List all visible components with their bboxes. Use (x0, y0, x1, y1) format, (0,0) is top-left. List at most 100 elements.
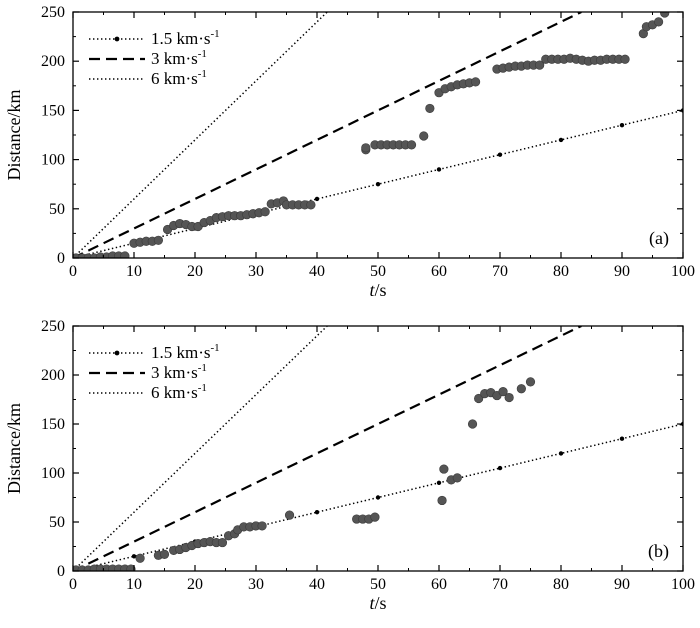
x-axis-title-unit: /s (375, 280, 387, 300)
data-series (73, 377, 536, 571)
data-point (660, 12, 670, 18)
reference-marker (375, 495, 381, 500)
y-tick-label: 200 (41, 367, 65, 384)
data-point (439, 464, 449, 474)
x-tick-label: 40 (309, 576, 325, 593)
data-point (419, 131, 429, 141)
data-point (474, 393, 484, 404)
y-tick-label: 250 (41, 318, 65, 335)
y-axis-title: Distance/km (4, 90, 24, 181)
x-tick-label: 50 (370, 576, 386, 593)
legend-label: 1.5 km·s-1 (151, 28, 220, 48)
data-point (498, 387, 508, 397)
data-point (452, 473, 462, 483)
reference-marker (497, 152, 503, 157)
x-tick-label: 90 (614, 263, 630, 280)
panel-b: 0 10 20 30 40 50 60 70 80 90 100 0 50 100 150 200 250 t/s… (4, 318, 695, 613)
legend-label: 6 km·s-1 (151, 382, 207, 402)
panel-label: (a) (649, 228, 669, 249)
legend-label-text: 1.5 km·s (151, 343, 211, 362)
data-point (370, 512, 380, 522)
data-point (284, 510, 295, 520)
y-tick-label: 200 (41, 53, 65, 70)
data-point (120, 251, 130, 258)
legend-label-sup: -1 (198, 48, 207, 60)
reference-marker (619, 122, 625, 128)
data-point (504, 392, 514, 403)
x-tick-label: 30 (248, 263, 264, 280)
y-tick-label: 100 (41, 152, 65, 169)
legend-label: 3 km·s-1 (151, 362, 207, 382)
x-tick-label: 0 (69, 263, 77, 280)
legend-label-text: 3 km·s (151, 49, 198, 68)
x-axis-title: t/s (369, 280, 386, 300)
panel-a: 0 10 20 30 40 50 60 70 80 90 100 0 50 100 150 200 250 t/s… (4, 4, 695, 300)
data-series (73, 12, 670, 258)
legend-label-sup: -1 (198, 362, 207, 374)
y-tick-label: 50 (49, 201, 65, 218)
data-point (361, 143, 371, 153)
x-axis-title-unit: /s (375, 593, 387, 613)
data-point (516, 384, 526, 394)
x-tick-label: 10 (126, 576, 142, 593)
reference-marker (436, 480, 442, 485)
data-point (406, 140, 417, 150)
data-point (620, 54, 630, 64)
legend-label-text: 6 km·s (151, 69, 198, 88)
x-tick-label: 20 (187, 263, 203, 280)
reference-marker (497, 465, 503, 471)
legend: 1.5 km·s-13 km·s-16 km·s-1 (89, 342, 220, 402)
legend-label-text: 6 km·s (151, 383, 198, 402)
x-axis-title-var: t (369, 593, 375, 613)
data-point (153, 235, 163, 245)
data-point (217, 537, 228, 548)
x-tick-label: 90 (614, 576, 630, 593)
x-tick-label: 100 (671, 263, 695, 280)
legend-label-sup: -1 (198, 68, 207, 80)
y-tick-label: 0 (57, 563, 65, 580)
x-tick-label: 30 (248, 576, 264, 593)
legend-label: 3 km·s-1 (151, 48, 207, 68)
x-axis-title-var: t (369, 280, 375, 300)
y-tick-label: 0 (57, 250, 65, 267)
x-tick-label: 80 (553, 263, 569, 280)
reference-marker (375, 182, 381, 187)
data-point (126, 564, 136, 571)
y-tick-label: 100 (41, 465, 65, 482)
x-axis-title: t/s (369, 593, 386, 613)
legend-label: 6 km·s-1 (151, 68, 207, 88)
reference-marker (558, 451, 564, 456)
legend-label-sup: -1 (211, 342, 220, 354)
reference-marker (558, 137, 564, 143)
data-point (471, 77, 481, 87)
x-tick-label: 60 (431, 263, 447, 280)
x-tick-label: 10 (126, 263, 142, 280)
data-point (653, 17, 664, 27)
reference-line (73, 109, 683, 258)
legend-label: 1.5 km·s-1 (151, 342, 220, 362)
y-tick-label: 250 (41, 4, 65, 21)
reference-line (73, 326, 328, 571)
x-tick-label: 100 (671, 576, 695, 593)
y-tick-label: 150 (41, 416, 65, 433)
reference-marker (131, 554, 137, 559)
x-tick-label: 60 (431, 576, 447, 593)
x-tick-label: 70 (492, 263, 508, 280)
legend-label-text: 1.5 km·s (151, 29, 211, 48)
legend-swatch-marker (114, 36, 120, 42)
legend-label-text: 3 km·s (151, 363, 198, 382)
reference-line (73, 326, 582, 571)
reference-marker (619, 436, 625, 441)
panel-label: (b) (648, 541, 669, 562)
legend: 1.5 km·s-13 km·s-16 km·s-1 (89, 28, 220, 88)
data-point (437, 495, 447, 506)
x-tick-label: 80 (553, 576, 569, 593)
data-point (525, 377, 536, 387)
data-point (535, 60, 545, 70)
reference-line (73, 12, 328, 258)
reference-marker (314, 510, 320, 515)
y-tick-label: 150 (41, 102, 65, 119)
data-point (467, 419, 478, 429)
x-tick-label: 0 (69, 576, 77, 593)
